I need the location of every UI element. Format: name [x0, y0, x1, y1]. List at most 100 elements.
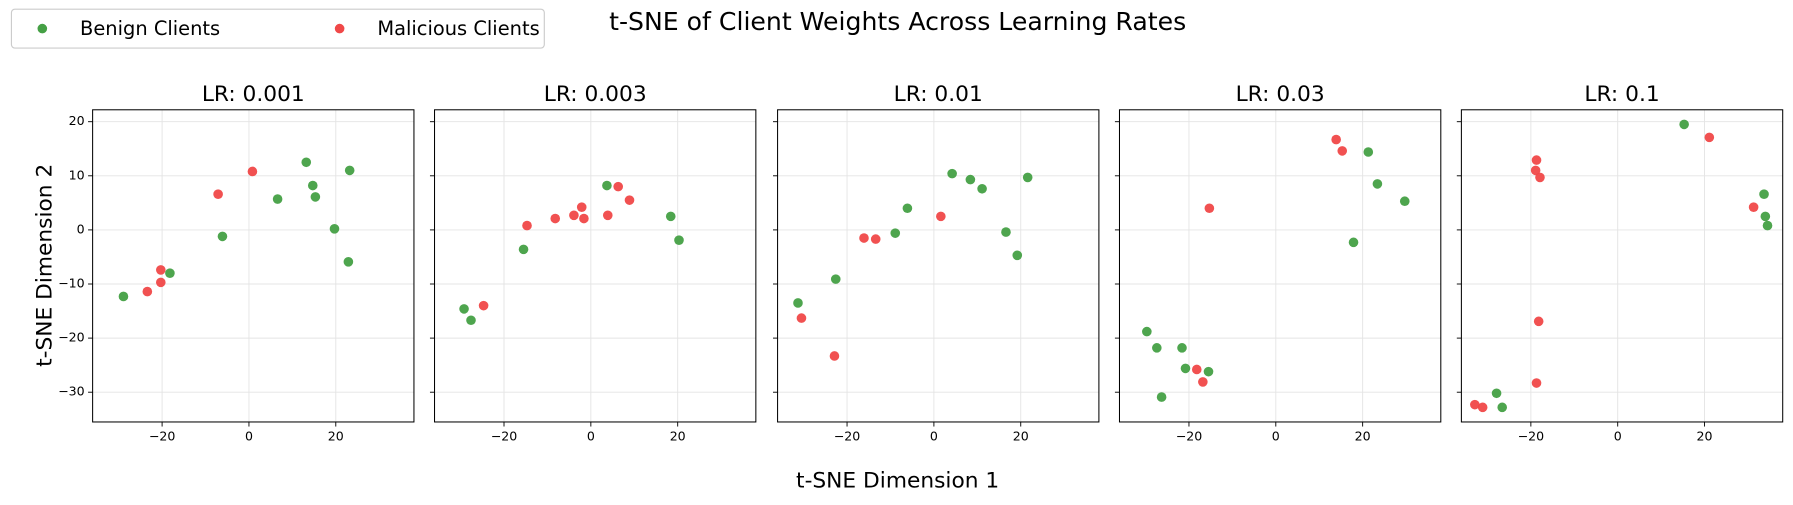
- point: [965, 174, 976, 185]
- subplot: LR: 0.03 −20 0 20: [1114, 82, 1442, 443]
- point: [1497, 402, 1508, 413]
- x-tick-label: −20: [1176, 428, 1203, 443]
- x-tick-label: 20: [1013, 428, 1029, 443]
- legend-label: Malicious Clients: [377, 17, 539, 40]
- subplot: LR: 0.01 −20 0 20: [773, 82, 1100, 443]
- point: [947, 168, 957, 179]
- subplot: LR: 0.001 −30 −20 −10 0 10 20 −20 0 20: [58, 82, 415, 443]
- subplot-title: LR: 0.03: [1236, 82, 1325, 107]
- point: [624, 195, 635, 205]
- point: [602, 180, 612, 191]
- subplot-title: LR: 0.003: [544, 82, 647, 107]
- point: [1530, 165, 1541, 176]
- x-tick-label: −20: [834, 428, 861, 443]
- point: [1470, 399, 1480, 410]
- point: [859, 233, 869, 243]
- legend-frame: [10, 8, 545, 49]
- point: [301, 157, 312, 168]
- point: [1331, 134, 1341, 145]
- legend-label: Benign Clients: [80, 17, 220, 40]
- point: [1762, 220, 1773, 231]
- point: [1022, 172, 1033, 183]
- point: [142, 286, 153, 297]
- y-tick-label: −10: [58, 276, 85, 291]
- point: [1491, 388, 1502, 399]
- legend: Benign Clients Malicious Clients: [10, 8, 545, 49]
- point: [1348, 237, 1359, 248]
- point: [466, 315, 476, 326]
- y-tick-label: 0: [77, 221, 85, 236]
- point: [1531, 155, 1542, 165]
- x-tick-label: 20: [670, 428, 686, 443]
- point: [1177, 343, 1187, 353]
- point: [936, 211, 946, 222]
- point: [1531, 378, 1542, 388]
- y-tick-label: 20: [69, 113, 85, 128]
- point: [550, 213, 561, 224]
- point: [307, 180, 318, 191]
- point: [796, 313, 807, 323]
- point: [155, 265, 166, 275]
- point: [1363, 147, 1374, 157]
- y-tick-label: −30: [58, 384, 85, 399]
- point: [665, 211, 676, 222]
- point: [1203, 366, 1214, 377]
- y-tick-label: −20: [58, 330, 85, 345]
- point: [118, 291, 129, 302]
- axes-frame: [434, 109, 757, 423]
- point: [1372, 179, 1383, 189]
- point: [1198, 377, 1208, 387]
- point: [1679, 119, 1689, 130]
- point: [329, 224, 340, 234]
- point: [217, 231, 228, 242]
- point: [1152, 343, 1162, 353]
- point: [1180, 363, 1191, 374]
- point: [310, 192, 321, 202]
- point: [459, 304, 469, 314]
- point: [870, 234, 881, 244]
- point: [518, 244, 529, 255]
- point: [977, 183, 987, 194]
- point: [343, 257, 354, 267]
- point: [478, 300, 489, 311]
- point: [576, 202, 587, 212]
- point: [522, 220, 532, 231]
- axes-frame: [777, 109, 1100, 423]
- x-tick-label: 0: [1272, 428, 1280, 443]
- point: [1399, 196, 1410, 207]
- point: [1156, 392, 1167, 402]
- point: [1760, 211, 1771, 222]
- legend-marker: [37, 23, 48, 34]
- x-tick-label: −20: [491, 428, 518, 443]
- point: [1759, 189, 1769, 199]
- x-axis-label: t-SNE Dimension 1: [796, 468, 999, 493]
- y-axis-label: t-SNE Dimension 2: [33, 164, 58, 367]
- axes-frame: [1460, 109, 1784, 423]
- axes-frame: [1118, 109, 1442, 423]
- point: [213, 189, 223, 199]
- point: [602, 210, 613, 221]
- subplot-title: LR: 0.01: [894, 82, 983, 107]
- point: [1533, 316, 1544, 327]
- panels: LR: 0.001 −30 −20 −10 0 10 20 −20 0 20 LR: 0.003 −2…: [58, 82, 1784, 443]
- point: [830, 274, 841, 284]
- subplot: LR: 0.003 −20 0 20: [429, 82, 757, 443]
- point: [247, 166, 258, 177]
- point: [829, 351, 840, 361]
- point: [1535, 172, 1545, 183]
- point: [155, 277, 166, 288]
- point: [902, 203, 913, 214]
- point: [1337, 146, 1348, 156]
- point: [674, 235, 684, 245]
- point: [1704, 132, 1715, 143]
- x-tick-label: 0: [245, 428, 253, 443]
- x-tick-label: 20: [1355, 428, 1371, 443]
- point: [344, 165, 355, 176]
- axes-frame: [92, 109, 415, 423]
- x-tick-label: 20: [328, 428, 344, 443]
- x-tick-label: 0: [930, 428, 938, 443]
- point: [165, 268, 175, 278]
- x-tick-label: 20: [1697, 428, 1713, 443]
